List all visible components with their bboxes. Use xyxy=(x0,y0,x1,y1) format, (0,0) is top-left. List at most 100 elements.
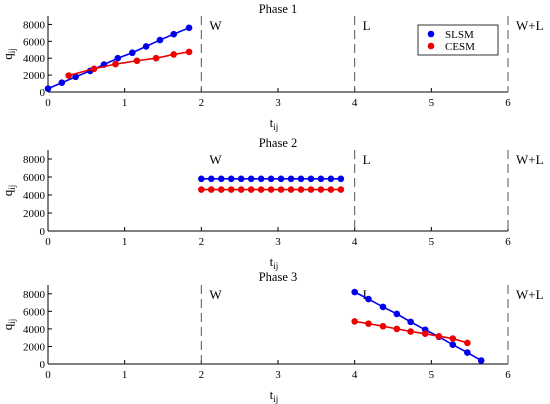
x-tick-label: 6 xyxy=(505,369,511,381)
data-point-slsm xyxy=(287,175,295,183)
legend-marker-cesm xyxy=(427,42,435,50)
data-point-slsm xyxy=(393,310,401,318)
data-point-slsm xyxy=(327,175,335,183)
data-point-cesm xyxy=(198,186,205,193)
data-point-cesm xyxy=(297,186,305,193)
legend-label: CESM xyxy=(445,41,475,53)
region-label: L xyxy=(363,152,371,167)
data-point-cesm xyxy=(152,54,160,62)
data-point-slsm xyxy=(379,303,387,311)
y-axis-label: qij xyxy=(0,48,17,60)
region-label: W xyxy=(209,287,222,302)
data-point-cesm xyxy=(170,51,178,58)
data-point-cesm xyxy=(208,186,215,193)
data-point-slsm xyxy=(129,49,136,57)
y-tick-label: 2000 xyxy=(23,70,46,82)
x-tick-label: 4 xyxy=(352,97,358,109)
data-point-slsm xyxy=(337,175,345,183)
x-tick-label: 3 xyxy=(275,97,281,109)
data-point-cesm xyxy=(407,328,414,335)
region-label: W+L xyxy=(516,152,544,167)
y-tick-label: 6000 xyxy=(23,172,46,184)
data-point-cesm xyxy=(365,320,372,327)
y-axis-label: qij xyxy=(0,319,17,331)
y-tick-label: 0 xyxy=(40,359,46,371)
x-tick-label: 3 xyxy=(275,236,281,248)
data-point-cesm xyxy=(227,186,235,193)
data-point-slsm xyxy=(198,175,205,183)
data-point-slsm xyxy=(317,175,325,183)
data-point-slsm xyxy=(257,175,265,183)
y-tick-label: 6000 xyxy=(23,36,46,48)
data-point-slsm xyxy=(185,24,193,32)
data-point-slsm xyxy=(142,43,150,50)
data-point-slsm xyxy=(247,175,255,183)
chart-title: Phase 3 xyxy=(259,270,298,284)
legend-marker-slsm xyxy=(427,30,435,38)
x-axis-label: tij xyxy=(270,115,279,132)
data-point-cesm xyxy=(435,333,443,340)
x-tick-label: 2 xyxy=(199,369,205,381)
x-tick-label: 2 xyxy=(199,97,205,109)
region-label: W xyxy=(209,152,222,167)
data-point-cesm xyxy=(277,186,285,193)
data-point-slsm xyxy=(227,175,235,183)
data-point-cesm xyxy=(287,186,295,193)
data-point-slsm xyxy=(365,295,372,303)
x-tick-label: 1 xyxy=(122,369,128,381)
y-tick-label: 2000 xyxy=(23,208,46,220)
y-tick-label: 0 xyxy=(40,87,46,99)
x-tick-label: 0 xyxy=(45,236,51,248)
x-tick-label: 0 xyxy=(45,369,51,381)
legend-box xyxy=(417,24,499,56)
data-point-cesm xyxy=(393,325,401,333)
x-tick-label: 4 xyxy=(352,369,358,381)
x-tick-label: 5 xyxy=(429,236,435,248)
y-axis-label: qij xyxy=(0,185,17,197)
chart-title: Phase 2 xyxy=(259,136,298,150)
data-point-cesm xyxy=(464,339,471,347)
chart-panel-2: 0 1 2 3 4 5 6 0 2000 4000 6000 8000 W L W+L Phase 2 tij q… xyxy=(0,136,544,271)
data-point-cesm xyxy=(267,186,275,193)
data-point-cesm xyxy=(449,335,457,342)
data-point-slsm xyxy=(477,357,485,364)
data-point-slsm xyxy=(72,73,79,81)
x-axis-label: tij xyxy=(270,254,279,271)
region-label: W+L xyxy=(516,287,544,302)
data-point-cesm xyxy=(379,322,387,330)
data-point-cesm xyxy=(133,57,141,65)
data-point-slsm xyxy=(307,175,315,183)
data-point-slsm xyxy=(351,288,358,296)
y-tick-label: 8000 xyxy=(23,19,46,31)
data-point-slsm xyxy=(217,175,225,183)
y-tick-label: 4000 xyxy=(23,324,46,336)
data-point-slsm xyxy=(297,175,305,183)
data-point-slsm xyxy=(464,349,471,356)
region-label: L xyxy=(363,18,371,33)
data-point-cesm xyxy=(351,318,358,325)
region-label: L xyxy=(363,287,371,302)
y-tick-label: 4000 xyxy=(23,190,46,202)
x-tick-label: 3 xyxy=(275,369,281,381)
data-point-slsm xyxy=(170,30,178,38)
data-point-slsm xyxy=(156,36,164,44)
data-point-slsm xyxy=(208,175,215,183)
data-point-slsm xyxy=(449,341,457,348)
data-point-cesm xyxy=(65,72,72,79)
x-tick-label: 5 xyxy=(429,369,435,381)
x-axis-label: tij xyxy=(270,387,279,404)
y-tick-label: 4000 xyxy=(23,53,46,65)
data-point-cesm xyxy=(247,186,255,193)
chart-panel-3: 0 1 2 3 4 5 6 0 2000 4000 6000 8000 W L W+L Phase 3 tij q… xyxy=(0,270,544,404)
data-point-slsm xyxy=(114,54,122,62)
data-point-cesm xyxy=(337,186,345,193)
data-point-cesm xyxy=(257,186,265,193)
data-point-slsm xyxy=(277,175,285,183)
data-point-cesm xyxy=(237,186,245,193)
data-point-slsm xyxy=(407,318,414,326)
x-tick-label: 1 xyxy=(122,97,128,109)
x-tick-label: 5 xyxy=(429,97,435,109)
x-tick-label: 2 xyxy=(199,236,205,248)
